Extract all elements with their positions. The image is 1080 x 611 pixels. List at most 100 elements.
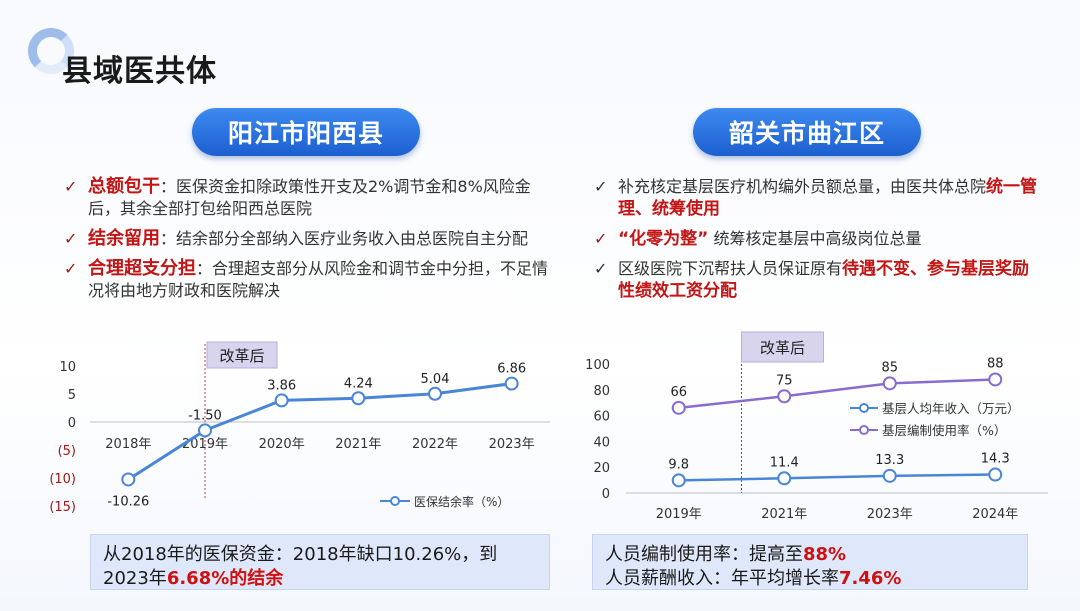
x-tick-label: 2018年 (105, 437, 151, 452)
data-label: 88 (987, 356, 1004, 371)
series-line (127, 382, 512, 481)
bullet-highlight: “化零为整” (618, 229, 709, 249)
x-tick-label: 2021年 (761, 507, 807, 522)
y-tick-label: 20 (593, 461, 610, 476)
x-tick-label: 2019年 (656, 507, 702, 522)
left-bullet-list: ✓ 总额包干：医保资金扣除政策性开支及2%调节金和8%风险金后，其余全部打包给阳… (62, 176, 552, 310)
list-item: ✓ “化零为整” 统筹核定基层中高级岗位总量 (592, 228, 1042, 250)
data-point (988, 372, 1003, 387)
check-icon: ✓ (64, 229, 78, 248)
data-label: 9.8 (668, 457, 689, 472)
summary-line: 2023年6.68%的结余 (103, 567, 537, 591)
bullet-text: 区级医院下沉帮扶人员保证原有 (618, 259, 843, 278)
summary-highlight: 6.68%的结余 (166, 568, 284, 589)
summary-text: 人员编制使用率：提高至 (605, 544, 803, 565)
check-icon: ✓ (594, 259, 608, 278)
left-summary-box: 从2018年的医保资金：2018年缺口10.26%，到 2023年6.68%的结… (90, 534, 550, 590)
legend-label: 医保结余率（%） (414, 494, 509, 509)
list-item: ✓ 总额包干：医保资金扣除政策性开支及2%调节金和8%风险金后，其余全部打包给阳… (62, 176, 552, 220)
summary-line: 人员薪酬收入：年平均增长率7.46% (605, 567, 1015, 591)
summary-line: 从2018年的医保资金：2018年缺口10.26%，到 (103, 544, 498, 565)
x-tick-label: 2022年 (412, 437, 458, 452)
bullet-highlight: 待遇不变、参与基层奖励性绩效工资分配 (618, 259, 1030, 301)
y-tick-label: 60 (593, 410, 610, 425)
data-point (428, 386, 442, 401)
data-label: -10.26 (107, 494, 149, 509)
data-label: 6.86 (497, 362, 526, 377)
list-item: ✓ 补充核定基层医疗机构编外员额总量，由医共体总院统一管理、统筹使用 (592, 176, 1042, 220)
decorative-ring-icon (28, 28, 74, 74)
right-summary-box: 人员编制使用率：提高至88% 人员薪酬收入：年平均增长率7.46% (592, 534, 1028, 590)
bullet-text: ：合理超支部分从风险金和调节金中分担，不足情况将由地方财政和医院解决 (88, 259, 549, 300)
bullet-keyword: 合理超支分担 (88, 258, 196, 279)
y-tick-label: (5) (58, 444, 76, 459)
data-label: 75 (776, 373, 793, 388)
y-tick-label: 40 (593, 435, 610, 450)
y-tick-label: 0 (68, 416, 76, 431)
y-tick-label: 0 (602, 487, 610, 502)
region-pill-qujiang: 韶关市曲江区 (693, 108, 921, 156)
right-bullet-list: ✓ 补充核定基层医疗机构编外员额总量，由医共体总院统一管理、统筹使用 ✓ “化零… (592, 176, 1042, 310)
data-point (121, 472, 136, 487)
legend-marker (390, 496, 400, 506)
x-tick-label: 2021年 (335, 437, 381, 452)
page-title: 县域医共体 (62, 54, 217, 89)
y-tick-label: 10 (59, 360, 76, 375)
data-label: -1.50 (188, 408, 222, 423)
right-line-chart: 100 80 60 40 20 0 2019年 2021年 2023年 2024年 改革后 9.8 11… (585, 331, 1048, 522)
list-item: ✓ 合理超支分担：合理超支部分从风险金和调节金中分担，不足情况将由地方财政和医院… (62, 258, 552, 302)
legend-marker (859, 425, 869, 435)
x-tick-label: 2020年 (259, 437, 305, 452)
bullet-text: ：结余部分全部纳入医疗业务收入由总医院自主分配 (160, 229, 529, 248)
data-label: 85 (881, 360, 898, 375)
data-label: 14.3 (981, 452, 1010, 467)
list-item: ✓ 区级医院下沉帮扶人员保证原有待遇不变、参与基层奖励性绩效工资分配 (592, 258, 1042, 302)
region-pill-yangxi: 阳江市阳西县 (192, 108, 420, 156)
data-point (777, 471, 792, 486)
summary-highlight: 88% (803, 544, 847, 565)
check-icon: ✓ (64, 177, 78, 196)
x-tick-label: 2024年 (972, 507, 1018, 522)
series-line (678, 378, 996, 410)
legend-label: 基层编制使用率（%） (882, 423, 1006, 438)
summary-text: 人员薪酬收入：年平均增长率 (605, 568, 839, 589)
x-tick-label: 2023年 (867, 507, 913, 522)
series-line (678, 473, 996, 482)
bullet-keyword: 结余留用 (88, 228, 160, 249)
data-label: 11.4 (770, 455, 799, 470)
check-icon: ✓ (594, 229, 608, 248)
summary-line: 人员编制使用率：提高至88% (605, 543, 1015, 567)
y-tick-label: 5 (68, 388, 76, 403)
y-tick-label: 80 (593, 384, 610, 399)
list-item: ✓ 结余留用：结余部分全部纳入医疗业务收入由总医院自主分配 (62, 228, 552, 250)
data-label: 66 (670, 385, 687, 400)
bullet-text: 统筹核定基层中高级岗位总量 (713, 229, 922, 248)
data-label: 5.04 (421, 372, 450, 387)
bullet-text: 补充核定基层医疗机构编外员额总量，由医共体总院 (618, 177, 987, 196)
data-point (988, 467, 1003, 482)
data-point (777, 389, 792, 404)
legend-marker (859, 403, 869, 413)
y-tick-label: (10) (49, 472, 76, 487)
reform-label: 改革后 (760, 339, 805, 357)
summary-text: 2023年 (103, 568, 167, 589)
legend-label: 基层人均年收入（万元） (882, 401, 1020, 416)
data-label: 13.3 (875, 453, 904, 468)
data-point (504, 376, 519, 391)
data-point (671, 400, 686, 415)
data-point (882, 468, 897, 483)
data-point (198, 423, 212, 438)
data-point (882, 376, 897, 391)
summary-highlight: 7.46% (839, 568, 902, 589)
bullet-text: ：医保资金扣除政策性开支及2%调节金和8%风险金后，其余全部打包给阳西总医院 (88, 177, 531, 218)
reform-label-box (206, 341, 278, 369)
y-tick-label: (15) (49, 500, 76, 515)
data-point (351, 391, 366, 406)
x-tick-label: 2023年 (489, 437, 535, 452)
reform-label-box (741, 331, 824, 363)
reform-label: 改革后 (219, 347, 264, 365)
check-icon: ✓ (64, 259, 78, 278)
check-icon: ✓ (594, 177, 608, 196)
